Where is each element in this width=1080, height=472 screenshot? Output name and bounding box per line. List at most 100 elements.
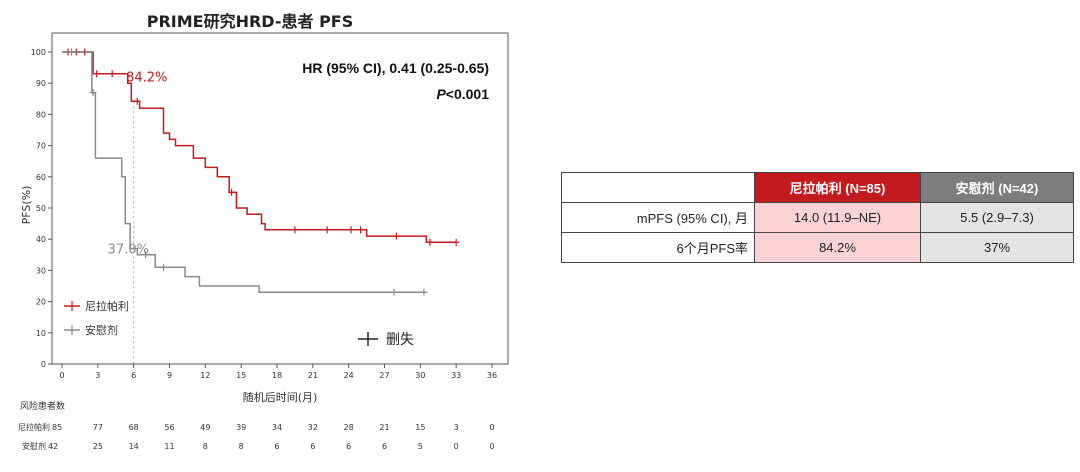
summary-row-mpfs: mPFS (95% CI), 月 14.0 (11.9–NE) 5.5 (2.9… [561,202,1074,233]
at-risk-row-label-niraparib: 尼拉帕利 85 [18,422,62,432]
series-layer [62,48,460,296]
at-risk-value-placebo: 5 [418,442,423,451]
summary-header-empty [561,172,755,203]
censor-mark-niraparib [93,70,101,78]
y-axis: 0 10 20 30 40 50 60 70 80 90 100 [31,48,52,369]
x-tick-label: 30 [415,371,425,380]
censor-mark-niraparib [228,188,236,196]
censor-mark-placebo [160,263,168,271]
x-tick-label: 0 [59,371,64,380]
x-axis-label: 随机后时间(月) [243,390,318,404]
at-risk-value-placebo: 6 [310,442,315,451]
x-tick-label: 33 [451,371,461,380]
legend: 尼拉帕利 安慰剂 删失 [64,299,414,348]
legend-label-censored: 删失 [386,332,414,348]
summary-header-row: 尼拉帕利 (N=85) 安慰剂 (N=42) [561,172,1074,203]
censor-mark-niraparib [426,238,434,246]
x-tick-label: 21 [308,371,318,380]
summary-cell-niraparib: 84.2% [754,232,921,263]
at-risk-value-niraparib: 28 [344,423,354,432]
at-risk-value-niraparib: 21 [379,423,389,432]
at-risk-value-niraparib: 39 [236,423,246,432]
at-risk-value-niraparib: 56 [164,423,174,432]
legend-label-niraparib: 尼拉帕利 [85,299,129,313]
censor-mark-niraparib [357,226,365,234]
annotation-6m-niraparib: 84.2% [126,70,167,85]
summary-cell-placebo: 37% [920,232,1074,263]
at-risk-value-placebo: 11 [164,442,174,451]
y-tick-label: 100 [31,48,46,57]
at-risk-value-niraparib: 68 [129,423,139,432]
at-risk-value-placebo: 6 [382,442,387,451]
p-value: <0.001 [446,86,489,102]
at-risk-value-placebo: 0 [489,442,494,451]
censor-mark-placebo [68,48,76,56]
at-risk-value-niraparib: 3 [454,423,459,432]
chart-title: PRIME研究HRD-患者 PFS [146,12,354,31]
censor-mark-niraparib [347,226,355,234]
at-risk-value-placebo: 6 [346,442,351,451]
y-tick-label: 60 [36,173,46,182]
x-tick-label: 24 [344,371,354,380]
y-tick-label: 90 [36,79,46,88]
y-axis-label: PFS(%) [20,186,33,225]
at-risk-value-niraparib: 32 [308,423,318,432]
at-risk-value-niraparib: 0 [489,423,494,432]
summary-row-label: mPFS (95% CI), 月 [561,202,755,233]
at-risk-value-placebo: 6 [274,442,279,451]
x-tick-label: 6 [131,371,136,380]
at-risk-value-niraparib: 49 [200,423,210,432]
x-axis: 0 3 6 9 12 15 18 21 24 27 30 33 36 [59,364,497,380]
censor-mark-niraparib [133,97,141,105]
hr-text: HR (95% CI), 0.41 (0.25-0.65) [302,60,489,76]
censor-mark-niraparib [452,238,460,246]
at-risk-title: 风险患者数 [20,400,65,412]
annotation-layer: 84.2% 37.0% [108,70,168,257]
summary-cell-placebo: 5.5 (2.9–7.3) [920,202,1074,233]
y-tick-label: 0 [41,360,46,369]
x-tick-label: 12 [200,371,210,380]
summary-header-niraparib: 尼拉帕利 (N=85) [754,172,921,203]
p-value-text: P<0.001 [436,86,489,102]
y-tick-label: 70 [36,142,46,151]
at-risk-value-placebo: 14 [129,442,139,451]
censor-mark-niraparib [392,232,400,240]
at-risk-value-placebo: 8 [203,442,208,451]
censor-mark-placebo [420,288,428,296]
censor-mark-placebo [390,288,398,296]
censor-mark-niraparib [323,226,331,234]
at-risk-table: 风险患者数 尼拉帕利 85 安慰剂 42 77 68 56 49 39 34 32 28 21 15 3… [18,400,495,451]
x-tick-label: 9 [167,371,172,380]
x-tick-label: 15 [236,371,246,380]
censor-mark-niraparib [108,70,116,78]
km-curve-niraparib [62,51,457,244]
y-tick-label: 30 [36,266,46,275]
y-tick-label: 80 [36,110,46,119]
at-risk-values: 77 68 56 49 39 34 32 28 21 15 3 0 25 14 11 8 8 6 6 6 6 5 0 0 [93,423,495,451]
plot-frame [51,32,509,365]
at-risk-value-niraparib: 77 [93,423,103,432]
at-risk-value-placebo: 8 [239,442,244,451]
y-tick-label: 10 [36,329,46,338]
y-tick-label: 20 [36,298,46,307]
y-tick-label: 50 [36,204,46,213]
summary-header-placebo: 安慰剂 (N=42) [920,172,1074,203]
summary-row-6m-pfs: 6个月PFS率 84.2% 37% [561,232,1074,263]
at-risk-value-niraparib: 34 [272,423,282,432]
at-risk-value-niraparib: 15 [415,423,425,432]
censor-mark-niraparib [291,226,299,234]
km-curve-placebo [62,51,427,293]
legend-label-placebo: 安慰剂 [85,323,118,337]
at-risk-value-placebo: 0 [454,442,459,451]
summary-cell-niraparib: 14.0 (11.9–NE) [754,202,921,233]
annotation-6m-placebo: 37.0% [108,243,149,258]
summary-table: 尼拉帕利 (N=85) 安慰剂 (N=42) mPFS (95% CI), 月 … [561,172,1074,263]
at-risk-row-label-placebo: 安慰剂 42 [22,441,58,451]
censor-mark-placebo [142,251,150,259]
x-tick-label: 18 [272,371,282,380]
p-prefix: P [436,86,446,102]
x-tick-label: 3 [95,371,100,380]
x-tick-label: 36 [487,371,497,380]
at-risk-value-placebo: 25 [93,442,103,451]
